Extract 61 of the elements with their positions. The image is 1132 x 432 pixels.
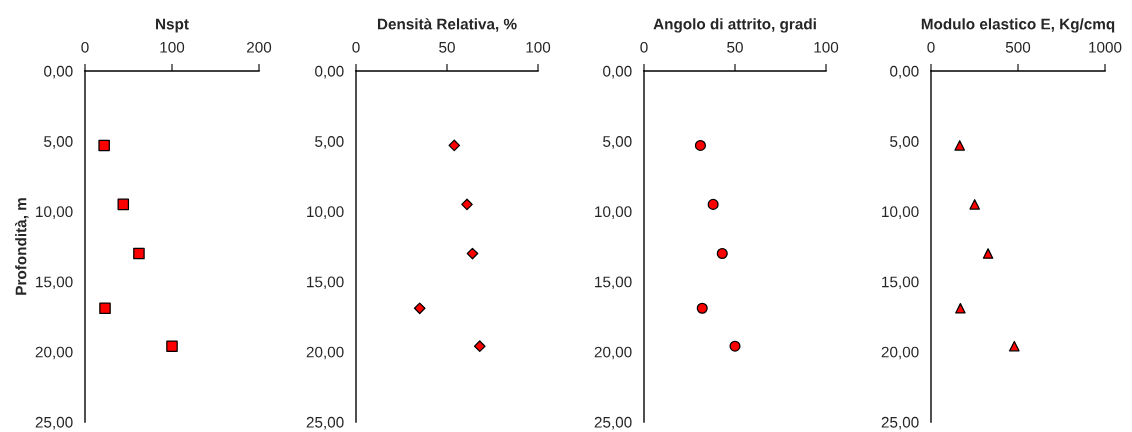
y-tick-label: 15,00 — [882, 276, 919, 290]
y-tick-label: 15,00 — [307, 276, 344, 290]
x-tick-label: 50 — [727, 41, 743, 53]
point — [982, 248, 994, 259]
point — [729, 340, 741, 352]
point — [954, 140, 965, 151]
point — [716, 247, 728, 260]
y-tick-label: 25,00 — [306, 416, 344, 430]
y-tick-label: 20,00 — [306, 346, 344, 360]
point — [969, 199, 980, 210]
y-tick-label: 5,00 — [890, 136, 919, 149]
x-tick-label: 100 — [526, 41, 551, 53]
point — [117, 198, 130, 211]
y-tick-label: 10,00 — [36, 206, 73, 219]
y-tick-label: 25,00 — [35, 416, 73, 430]
y-tick-label: 25,00 — [594, 416, 632, 430]
y-tick-label: 0,00 — [315, 65, 344, 79]
point — [166, 340, 178, 352]
y-tick-label: 15,00 — [595, 276, 632, 290]
point — [466, 247, 479, 260]
y-tick-label: 5,00 — [603, 136, 632, 149]
point — [413, 302, 426, 315]
x-tick-label: 100 — [814, 41, 839, 53]
y-tick-label: 10,00 — [882, 206, 919, 219]
point — [707, 198, 719, 210]
y-axis-title: Profondità, m — [15, 198, 29, 295]
chart-title: Angolo di attrito, gradi — [653, 18, 816, 33]
x-tick-label: 100 — [160, 41, 185, 53]
point — [955, 302, 966, 314]
point — [98, 139, 110, 152]
chart-title: Nspt — [156, 18, 189, 33]
y-tick-label: 0,00 — [44, 65, 73, 79]
y-tick-label: 5,00 — [44, 136, 73, 149]
y-tick-label: 20,00 — [594, 346, 632, 360]
point — [99, 302, 111, 315]
x-tick-label: 500 — [1005, 41, 1031, 53]
x-tick-label: 0 — [640, 41, 648, 53]
x-tick-label: 0 — [352, 41, 360, 53]
y-tick-label: 20,00 — [35, 346, 73, 360]
y-tick-label: 5,00 — [315, 136, 344, 149]
point — [473, 340, 486, 353]
y-tick-label: 0,00 — [603, 65, 632, 79]
point — [1009, 340, 1020, 352]
y-tick-label: 0,00 — [890, 65, 919, 79]
y-tick-label: 10,00 — [307, 206, 344, 219]
point — [448, 139, 461, 152]
x-tick-label: 0 — [927, 41, 935, 53]
point — [696, 302, 708, 314]
y-tick-label: 15,00 — [36, 276, 73, 290]
chart-title: Densità Relativa, % — [377, 18, 517, 32]
x-tick-label: 200 — [247, 41, 272, 53]
y-tick-label: 20,00 — [881, 346, 919, 360]
y-tick-label: 10,00 — [595, 206, 632, 219]
x-tick-label: 0 — [81, 41, 89, 53]
point — [694, 139, 706, 151]
y-tick-label: 25,00 — [881, 416, 919, 430]
point — [133, 247, 145, 260]
x-tick-label: 1000 — [1089, 41, 1122, 53]
x-tick-label: 50 — [439, 41, 455, 53]
chart-title: Modulo elastico E, Kg/cmq — [921, 18, 1115, 33]
point — [461, 198, 473, 211]
